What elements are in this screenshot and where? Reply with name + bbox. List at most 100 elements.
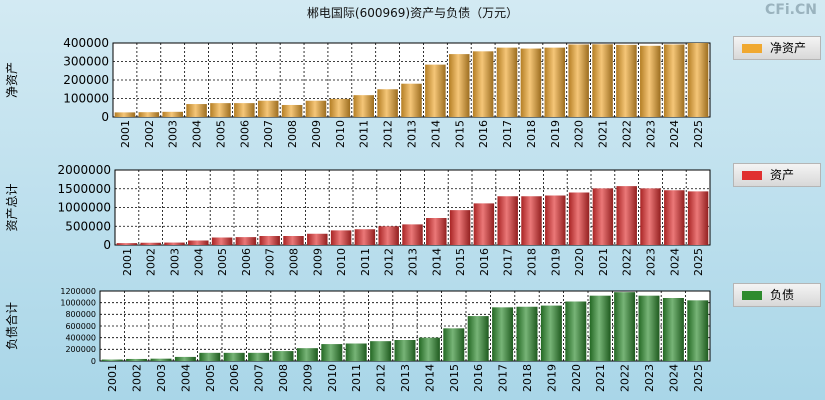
bar-2003 bbox=[162, 111, 183, 117]
x-tick-label: 2004 bbox=[192, 248, 205, 276]
bar-2005 bbox=[210, 103, 231, 117]
x-tick-label: 2021 bbox=[597, 248, 610, 276]
bar-2018 bbox=[520, 48, 542, 117]
x-tick-label: 2022 bbox=[619, 364, 632, 392]
bar-2018 bbox=[521, 196, 542, 245]
bar-2003 bbox=[150, 358, 172, 361]
x-tick-label: 2011 bbox=[350, 364, 363, 392]
bar-2004 bbox=[174, 356, 196, 361]
bar-2021 bbox=[589, 295, 611, 361]
bar-2023 bbox=[640, 188, 661, 245]
x-tick-label: 2003 bbox=[167, 120, 180, 148]
x-tick-label: 2008 bbox=[288, 248, 301, 276]
bar-2023 bbox=[640, 45, 661, 117]
x-tick-label: 2003 bbox=[155, 364, 168, 392]
x-tick-label: 2005 bbox=[204, 364, 217, 392]
y-axis-title: 资产总计 bbox=[5, 183, 19, 231]
bar-2001 bbox=[101, 359, 123, 361]
x-tick-label: 2023 bbox=[644, 120, 657, 148]
bar-2007 bbox=[257, 100, 279, 117]
x-tick-label: 2014 bbox=[430, 248, 443, 276]
x-tick-label: 2023 bbox=[645, 248, 658, 276]
x-tick-label: 2006 bbox=[238, 120, 251, 148]
bar-2021 bbox=[592, 188, 614, 245]
x-tick-label: 2007 bbox=[264, 248, 277, 276]
bar-2012 bbox=[377, 89, 398, 117]
legend-label: 净资产 bbox=[770, 41, 807, 55]
y-tick-label: 0 bbox=[103, 238, 111, 252]
x-tick-label: 2023 bbox=[643, 364, 656, 392]
y-tick-label: 0 bbox=[101, 110, 109, 124]
legend-total-assets: 资产 bbox=[733, 163, 821, 187]
x-tick-label: 2020 bbox=[573, 248, 586, 276]
x-tick-label: 2017 bbox=[502, 248, 515, 276]
x-tick-label: 2014 bbox=[423, 364, 436, 392]
x-tick-label: 2013 bbox=[406, 120, 419, 148]
x-tick-label: 2016 bbox=[477, 120, 490, 148]
legend-label: 资产 bbox=[770, 168, 795, 182]
bar-2015 bbox=[443, 328, 465, 361]
x-tick-label: 2010 bbox=[326, 364, 339, 392]
bar-2017 bbox=[497, 196, 518, 245]
bar-2001 bbox=[114, 112, 136, 117]
bar-2025 bbox=[687, 43, 709, 117]
y-tick-label: 1000000 bbox=[60, 298, 96, 307]
y-tick-label: 0 bbox=[91, 357, 96, 366]
x-tick-label: 2008 bbox=[286, 120, 299, 148]
bar-2023 bbox=[638, 295, 660, 361]
bar-2014 bbox=[418, 337, 440, 361]
x-tick-label: 2025 bbox=[692, 120, 705, 148]
x-tick-label: 2005 bbox=[216, 248, 229, 276]
bar-2019 bbox=[540, 305, 562, 361]
x-tick-label: 2019 bbox=[549, 248, 562, 276]
x-tick-label: 2018 bbox=[525, 120, 538, 148]
x-tick-label: 2011 bbox=[359, 248, 372, 276]
x-tick-label: 2006 bbox=[240, 248, 253, 276]
x-tick-label: 2011 bbox=[358, 120, 371, 148]
bar-2001 bbox=[116, 243, 138, 245]
bar-2017 bbox=[492, 307, 514, 361]
x-tick-label: 2015 bbox=[448, 364, 461, 392]
bar-2011 bbox=[354, 229, 376, 245]
bar-2004 bbox=[186, 104, 207, 117]
legend-swatch bbox=[742, 44, 762, 53]
bar-2022 bbox=[614, 292, 636, 361]
bar-2011 bbox=[353, 95, 375, 117]
x-tick-label: 2009 bbox=[311, 248, 324, 276]
bar-2011 bbox=[345, 343, 367, 361]
x-tick-label: 2018 bbox=[521, 364, 534, 392]
x-tick-label: 2018 bbox=[526, 248, 539, 276]
x-tick-label: 2008 bbox=[277, 364, 290, 392]
bar-2004 bbox=[188, 240, 209, 245]
bar-2005 bbox=[199, 352, 221, 361]
bar-2009 bbox=[296, 348, 318, 361]
x-tick-label: 2016 bbox=[478, 248, 491, 276]
bar-2007 bbox=[248, 352, 270, 361]
bar-2022 bbox=[616, 186, 637, 245]
x-tick-label: 2025 bbox=[692, 248, 705, 276]
chart-panel-1: 0 500000 1000000 1500000 2000000 2001 2002 2003… bbox=[5, 163, 711, 276]
bar-2010 bbox=[329, 98, 351, 117]
bar-2006 bbox=[234, 103, 255, 117]
x-tick-label: 2007 bbox=[253, 364, 266, 392]
x-tick-label: 2009 bbox=[301, 364, 314, 392]
x-tick-label: 2014 bbox=[429, 120, 442, 148]
x-tick-label: 2006 bbox=[228, 364, 241, 392]
bar-2019 bbox=[544, 47, 566, 117]
bar-2022 bbox=[616, 44, 637, 117]
x-tick-label: 2020 bbox=[573, 120, 586, 148]
legend-swatch bbox=[742, 171, 762, 180]
bar-2009 bbox=[307, 233, 328, 245]
x-tick-label: 2019 bbox=[545, 364, 558, 392]
y-tick-label: 400000 bbox=[65, 333, 96, 342]
chart-panel-0: 0 100000 200000 300000 400000 2001 2002 2003 200… bbox=[5, 36, 711, 148]
bar-2012 bbox=[370, 341, 392, 361]
x-tick-label: 2004 bbox=[179, 364, 192, 392]
y-tick-label: 100000 bbox=[63, 92, 109, 106]
x-tick-label: 2017 bbox=[501, 120, 514, 148]
bar-2013 bbox=[402, 224, 423, 245]
x-tick-label: 2016 bbox=[472, 364, 485, 392]
bar-2006 bbox=[223, 352, 245, 361]
bar-2025 bbox=[687, 191, 709, 245]
x-tick-label: 2013 bbox=[407, 248, 420, 276]
